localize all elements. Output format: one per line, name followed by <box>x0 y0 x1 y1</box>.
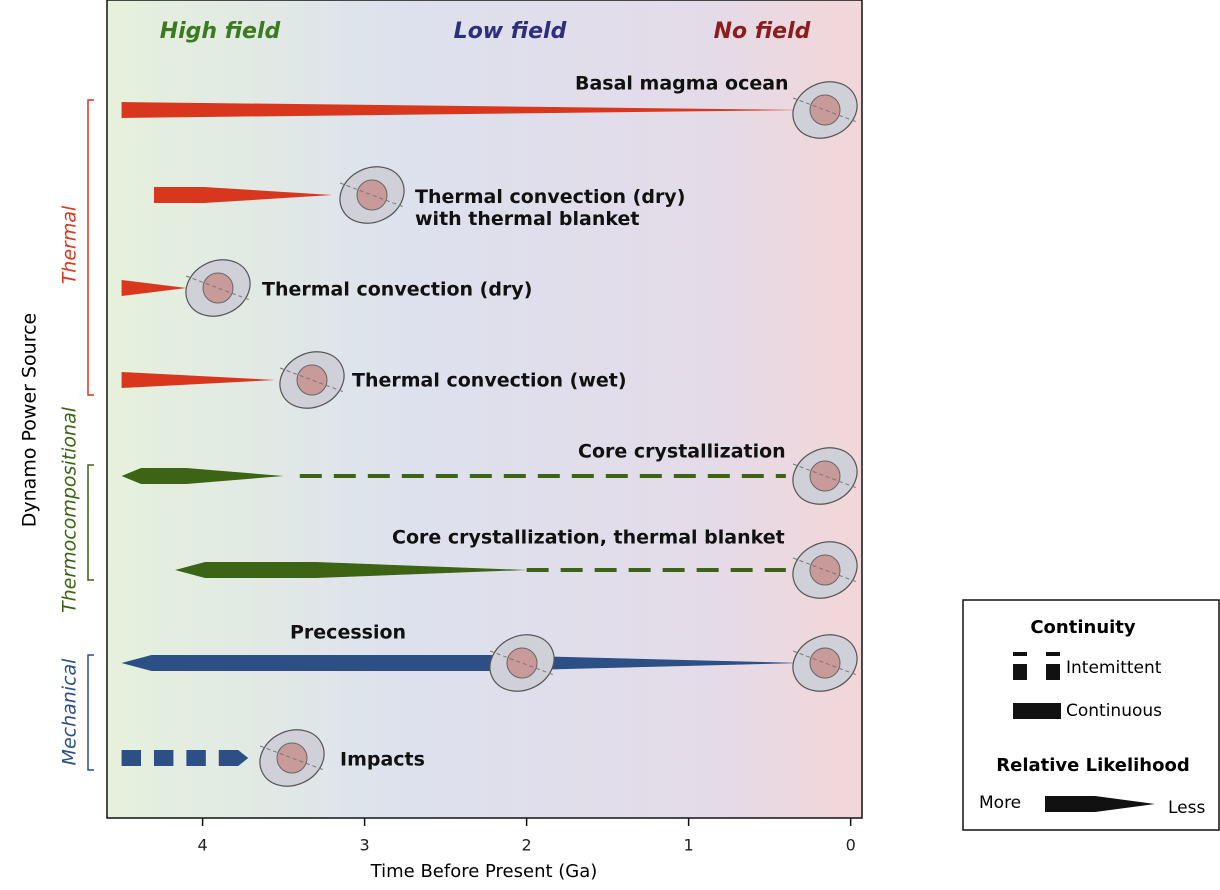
core-icon <box>296 364 328 396</box>
x-axis-title: Time Before Present (Ga) <box>370 861 598 882</box>
core-icon <box>809 647 841 679</box>
field-label: No field <box>714 19 811 44</box>
core-icon <box>809 460 841 492</box>
row-label: Core crystallization, thermal blanket <box>392 527 785 549</box>
legend-label: More <box>979 793 1021 813</box>
y-axis-title: Dynamo Power Source <box>19 313 41 527</box>
intermittent-blocks <box>121 750 249 766</box>
field-label: High field <box>160 19 281 44</box>
row-label: Thermal convection (wet) <box>352 370 627 392</box>
core-icon <box>506 647 538 679</box>
legend: Continuity Intemittent Continuous Relati… <box>962 599 1220 831</box>
x-tick-label: 4 <box>197 836 207 855</box>
block <box>121 750 142 766</box>
core-icon <box>276 742 308 774</box>
group-label: Thermal <box>59 205 81 284</box>
group-bracket <box>87 99 94 396</box>
legend-swatch <box>1013 664 1027 680</box>
legend-box <box>962 599 1220 831</box>
core-icon <box>809 94 841 126</box>
likelihood-wedge <box>121 372 276 388</box>
group-label: Thermocompositional <box>59 406 81 613</box>
group-bracket <box>87 654 94 771</box>
axis-icon <box>259 745 325 771</box>
axis-icon <box>792 557 858 583</box>
core-icon <box>202 272 234 304</box>
likelihood-wedge <box>121 102 803 118</box>
field-label: Low field <box>454 19 567 44</box>
x-tick-label: 3 <box>360 836 370 855</box>
group-bracket <box>87 464 94 581</box>
axis-icon <box>792 97 858 123</box>
core-icon <box>809 554 841 586</box>
block <box>218 750 249 766</box>
axis-icon <box>339 182 405 208</box>
legend-label: Intemittent <box>1066 658 1162 678</box>
plot-area <box>106 0 863 819</box>
legend-label: Continuous <box>1066 701 1162 721</box>
likelihood-lens <box>121 655 803 671</box>
row-label: Core crystallization <box>578 441 786 463</box>
axis-icon <box>185 275 251 301</box>
row-label: Precession <box>290 622 406 644</box>
likelihood-wedge <box>153 187 333 203</box>
legend-swatch <box>1013 652 1027 656</box>
x-tick-label: 2 <box>522 836 532 855</box>
legend-swatch <box>1045 796 1155 812</box>
block <box>186 750 206 766</box>
likelihood-wedge <box>121 280 187 296</box>
legend-swatch <box>1013 703 1061 719</box>
block <box>153 750 174 766</box>
axis-icon <box>279 367 345 393</box>
legend-label: Less <box>1168 798 1205 818</box>
axis-icon <box>792 650 858 676</box>
row-label: Impacts <box>340 749 425 771</box>
row-label: Basal magma ocean <box>575 73 789 95</box>
row-label: Thermal convection (dry) with thermal bla… <box>415 186 685 230</box>
group-label: Mechanical <box>59 658 81 766</box>
row-label: Thermal convection (dry) <box>262 279 532 301</box>
axis-icon <box>489 650 555 676</box>
x-tick-label: 0 <box>846 836 856 855</box>
legend-title: Relative Likelihood <box>996 755 1189 776</box>
core-icon <box>356 179 388 211</box>
likelihood-lens <box>175 562 527 578</box>
x-tick-label: 1 <box>684 836 694 855</box>
likelihood-lens <box>121 468 284 484</box>
legend-title: Continuity <box>1030 617 1136 638</box>
axis-icon <box>792 463 858 489</box>
legend-swatch <box>1046 652 1060 656</box>
legend-swatch <box>1046 664 1060 680</box>
